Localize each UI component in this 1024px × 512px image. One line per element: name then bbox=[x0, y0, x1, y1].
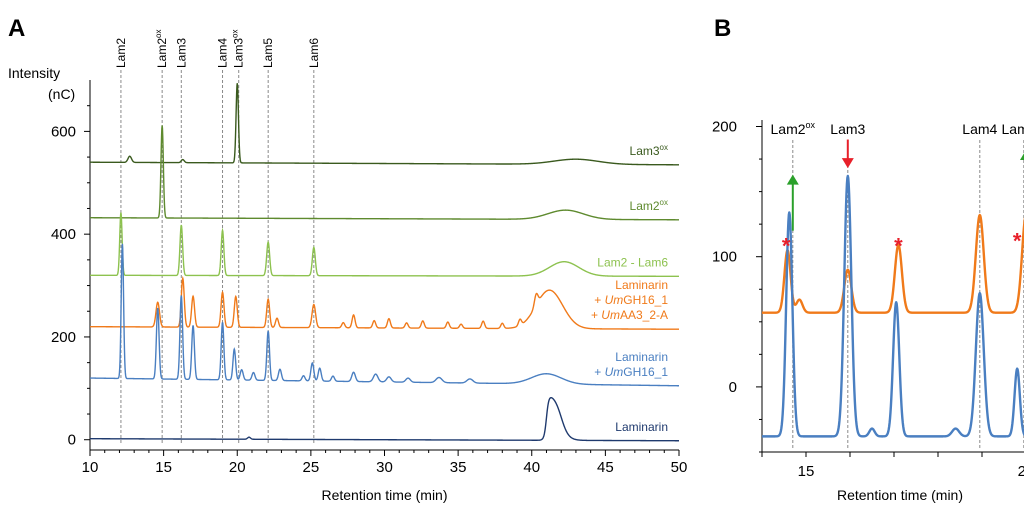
traces-b bbox=[762, 174, 1024, 438]
x-tick-label: 35 bbox=[450, 459, 467, 476]
marker-label-b-4: Lam3ox bbox=[1002, 120, 1024, 137]
y-tick-label: 200 bbox=[51, 329, 76, 346]
marker-label-7: Lam6 bbox=[307, 38, 321, 68]
x-tick-label: 25 bbox=[303, 459, 320, 476]
trace-label-1: Lam3ox bbox=[630, 143, 668, 158]
marker-label-b-2: Lam3 bbox=[830, 121, 865, 137]
arrow-head-1 bbox=[786, 174, 799, 185]
star-marker-1: * bbox=[782, 234, 791, 259]
x-tick-label: 15 bbox=[155, 459, 172, 476]
trace-label-5: + UmGH16_1 bbox=[594, 365, 668, 379]
trace-1 bbox=[90, 83, 679, 166]
chart-panel-a: 0 200 400 600 10 15 20 25 30 35 40 45 50 Intensity (nC… bbox=[8, 30, 687, 503]
x-tick-label-b: 20 bbox=[1018, 463, 1024, 480]
y-tick-label-b: 200 bbox=[712, 119, 737, 136]
y-axis-title: (nC) bbox=[48, 86, 75, 102]
y-tick-label: 0 bbox=[68, 432, 76, 449]
marker-label-b-1: Lam2ox bbox=[771, 120, 816, 137]
star-marker-2: * bbox=[894, 234, 903, 259]
marker-label-2: Lam2ox bbox=[154, 30, 169, 68]
y-tick-label: 600 bbox=[51, 123, 76, 140]
x-axis-title-b: Retention time (min) bbox=[837, 487, 963, 503]
trace-label-3: Lam2 - Lam6 bbox=[597, 255, 668, 269]
x-tick-label: 30 bbox=[376, 459, 393, 476]
trace-label-2: Lam2ox bbox=[630, 198, 668, 213]
trace-5 bbox=[90, 243, 679, 387]
trace-label-5: Laminarin bbox=[615, 350, 668, 364]
y-tick-label-b: 100 bbox=[712, 249, 737, 266]
marker-label-1: Lam2 bbox=[114, 38, 128, 68]
x-tick-label: 50 bbox=[671, 459, 688, 476]
y-tick-label: 400 bbox=[51, 226, 76, 243]
trace-3 bbox=[90, 212, 679, 278]
x-tick-label: 40 bbox=[523, 459, 540, 476]
marker-label-4: Lam4 bbox=[216, 38, 230, 68]
trace-4 bbox=[90, 275, 680, 330]
panel-b-label: B bbox=[714, 15, 731, 42]
marker-label-3: Lam3 bbox=[174, 38, 188, 68]
marker-label-b-3: Lam4 bbox=[962, 121, 997, 137]
y-axis-title: Intensity bbox=[8, 65, 60, 81]
marker-label-5: Lam3ox bbox=[231, 30, 246, 68]
trace-b-orange bbox=[762, 213, 1024, 314]
chart-panel-b: 0 100 200 15 20 Retention time (min) Lam2ox Lam… bbox=[712, 119, 1024, 503]
trace-label-4: + UmAA3_2-A bbox=[591, 308, 668, 322]
arrow-head-3 bbox=[1020, 153, 1024, 160]
marker-label-6: Lam5 bbox=[261, 38, 275, 68]
trace-6 bbox=[89, 396, 679, 442]
x-axis-title: Retention time (min) bbox=[321, 487, 447, 503]
x-tick-label-b: 15 bbox=[798, 463, 815, 480]
trace-label-4: + UmGH16_1 bbox=[594, 293, 668, 307]
trace-label-6: Laminarin bbox=[615, 420, 668, 434]
trace-b-blue bbox=[762, 174, 1024, 438]
trace-2 bbox=[90, 125, 679, 221]
panel-a-label: A bbox=[8, 15, 25, 42]
x-tick-label: 45 bbox=[597, 459, 614, 476]
arrow-head-2 bbox=[841, 158, 854, 169]
x-tick-label: 10 bbox=[82, 459, 99, 476]
star-marker-3: * bbox=[1013, 228, 1022, 253]
y-tick-label-b: 0 bbox=[729, 379, 737, 396]
trace-label-4: Laminarin bbox=[615, 278, 668, 292]
x-tick-label: 20 bbox=[229, 459, 246, 476]
